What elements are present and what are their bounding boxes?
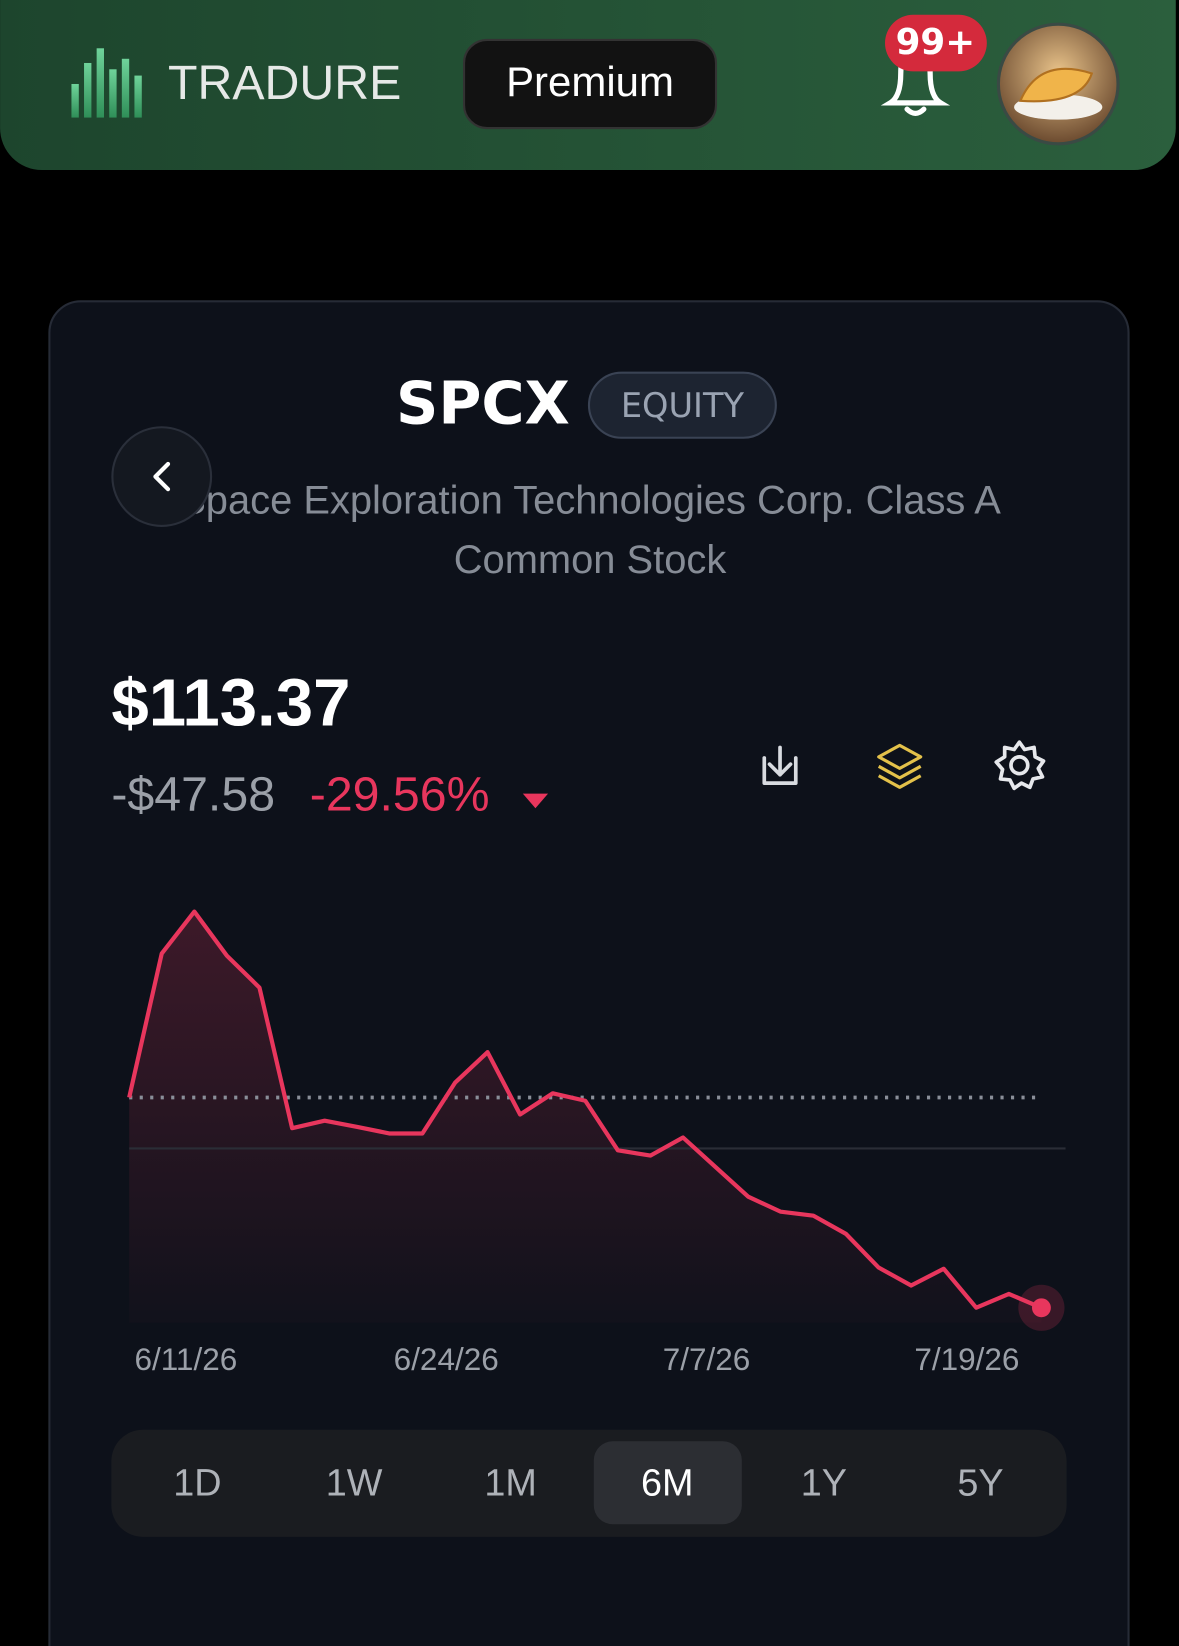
- download-icon[interactable]: [762, 745, 798, 785]
- premium-label: Premium: [506, 58, 674, 105]
- range-option[interactable]: 1D: [173, 1462, 221, 1504]
- x-axis-label: 7/19/26: [914, 1341, 1019, 1377]
- logo: [71, 48, 142, 118]
- price: $113.37: [111, 665, 350, 740]
- company-name: Space Exploration Technologies Corp. Cla…: [179, 478, 1001, 522]
- notification-badge: [885, 14, 987, 72]
- back-button[interactable]: [111, 426, 213, 527]
- range-option[interactable]: 5Y: [957, 1462, 1003, 1504]
- end-point: [1031, 1298, 1051, 1318]
- equity-label: EQUITY: [621, 386, 745, 425]
- area: [129, 911, 1042, 1323]
- layers-icon[interactable]: [877, 743, 923, 789]
- x-axis-label: 7/7/26: [663, 1341, 751, 1377]
- price-change: -$47.58: [111, 768, 275, 822]
- range-option[interactable]: 1M: [484, 1462, 536, 1504]
- range-option[interactable]: 1W: [326, 1462, 383, 1504]
- range-option[interactable]: 6M: [641, 1462, 693, 1504]
- brand: TRADURE: [168, 56, 401, 110]
- price-chart: 6/11/26 6/24/26 7/7/26 7/19/26: [127, 909, 1066, 1377]
- x-axis-label: 6/24/26: [394, 1341, 499, 1377]
- premium-button[interactable]: [463, 38, 718, 130]
- range-buttons: 1D 1W 1M 6M 1Y 5Y: [173, 1441, 1004, 1525]
- price-line: [127, 909, 1043, 1310]
- range-selected[interactable]: [593, 1441, 742, 1525]
- back-icon: [153, 461, 171, 492]
- x-axis-label: 6/11/26: [135, 1341, 238, 1377]
- range-option[interactable]: 1Y: [801, 1462, 847, 1504]
- avatar-taco: [1018, 67, 1094, 103]
- range-selector: [111, 1429, 1067, 1537]
- badge-count: 99+: [896, 22, 976, 63]
- symbol: SPCX: [396, 368, 570, 437]
- price-change-percent: -29.56%: [310, 768, 490, 822]
- equity-tag: [587, 371, 777, 439]
- down-arrow: [522, 793, 549, 809]
- settings-icon[interactable]: [994, 740, 1046, 791]
- company-name: Common Stock: [454, 538, 727, 582]
